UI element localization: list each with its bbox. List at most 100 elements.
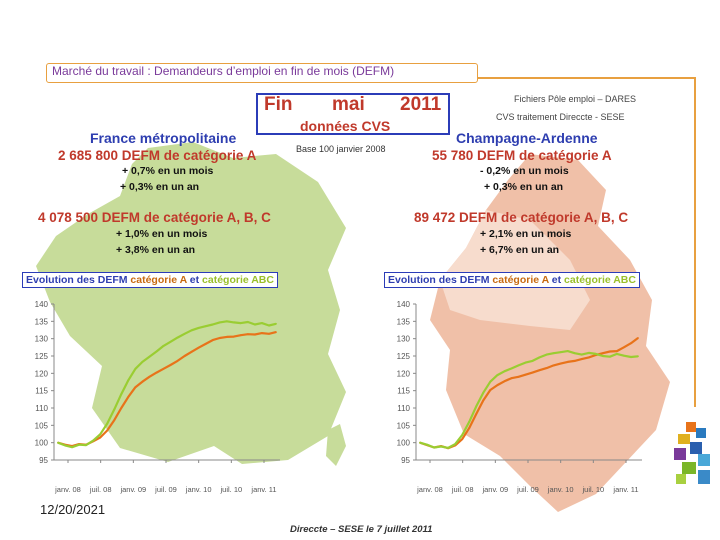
france-cat-abc-year: + 3,8% en un an bbox=[116, 244, 196, 256]
data-point bbox=[538, 369, 541, 372]
data-point bbox=[141, 380, 144, 383]
data-point bbox=[419, 441, 421, 444]
data-point bbox=[637, 355, 639, 358]
data-point bbox=[573, 352, 576, 355]
data-point bbox=[268, 332, 270, 335]
data-point bbox=[127, 396, 130, 398]
france-cat-a: 2 685 800 DEFM de catégorie A bbox=[58, 148, 257, 163]
y-tick-label: 135 bbox=[35, 317, 49, 326]
data-point bbox=[183, 332, 186, 335]
data-point bbox=[609, 355, 611, 358]
region-logo-icon bbox=[674, 422, 710, 484]
y-tick-label: 105 bbox=[35, 421, 49, 430]
x-tick-label: janv. 09 bbox=[481, 485, 508, 494]
y-tick-label: 140 bbox=[397, 300, 411, 309]
data-point bbox=[482, 399, 485, 402]
data-point bbox=[155, 371, 158, 374]
data-point bbox=[190, 329, 193, 332]
data-point bbox=[211, 323, 214, 326]
data-point bbox=[254, 333, 256, 336]
data-point bbox=[630, 356, 632, 358]
data-point bbox=[559, 351, 562, 354]
data-point bbox=[601, 352, 604, 355]
data-point bbox=[99, 436, 102, 439]
data-point bbox=[587, 356, 590, 359]
data-point bbox=[120, 393, 123, 395]
data-point bbox=[489, 389, 492, 391]
data-point bbox=[275, 331, 277, 333]
data-point bbox=[232, 335, 235, 338]
data-point bbox=[461, 438, 464, 441]
data-point bbox=[261, 322, 263, 324]
data-point bbox=[247, 321, 249, 323]
x-tick-label: juil. 09 bbox=[516, 485, 539, 494]
y-tick-label: 130 bbox=[35, 335, 49, 344]
data-point bbox=[247, 333, 249, 336]
data-point bbox=[559, 362, 562, 365]
data-point bbox=[85, 444, 87, 446]
data-point bbox=[426, 443, 428, 446]
france-cat-abc-month: + 1,0% en un mois bbox=[116, 228, 208, 240]
ca-cat-abc-year: + 6,7% en un an bbox=[480, 244, 560, 256]
data-point bbox=[204, 343, 207, 345]
x-tick-label: janv. 11 bbox=[250, 485, 276, 494]
data-point bbox=[64, 444, 66, 447]
data-point bbox=[503, 370, 506, 373]
data-point bbox=[176, 336, 179, 339]
x-tick-label: janv. 11 bbox=[612, 485, 638, 494]
y-tick-label: 125 bbox=[397, 352, 411, 361]
y-tick-label: 115 bbox=[35, 387, 48, 396]
source-line-1: Fichiers Pôle emploi – DARES bbox=[514, 94, 637, 104]
data-point bbox=[489, 380, 492, 383]
period-month: mai bbox=[332, 94, 365, 115]
period-cvs: données CVS bbox=[300, 118, 391, 134]
data-point bbox=[204, 325, 207, 328]
data-point bbox=[78, 443, 80, 446]
data-point bbox=[566, 350, 569, 352]
data-point bbox=[148, 375, 151, 378]
data-point bbox=[92, 439, 95, 442]
y-tick-label: 110 bbox=[35, 404, 48, 413]
source-line-2: CVS traitement Direccte - SESE bbox=[496, 112, 625, 122]
y-tick-label: 120 bbox=[35, 369, 49, 378]
y-tick-label: 130 bbox=[397, 335, 411, 344]
data-point bbox=[141, 361, 144, 363]
x-tick-label: juil. 09 bbox=[154, 485, 177, 494]
data-point bbox=[232, 321, 235, 324]
data-point bbox=[601, 355, 604, 357]
data-point bbox=[99, 433, 102, 436]
ca-evolution-chart: 95 100 105 110 115 120 125 130 135 140 janv. 08 jui… bbox=[397, 300, 642, 494]
ca-cat-a-month: - 0,2% en un mois bbox=[480, 165, 569, 177]
data-point bbox=[197, 327, 200, 329]
data-point bbox=[218, 337, 221, 339]
france-cat-abc: 4 078 500 DEFM de catégorie A, B, C bbox=[38, 210, 271, 225]
data-point bbox=[616, 353, 618, 355]
x-tick-label: janv. 10 bbox=[185, 485, 212, 494]
y-tick-label: 115 bbox=[397, 387, 410, 396]
data-point bbox=[468, 421, 471, 423]
france-evolution-chart: 95 100 105 110 115 120 125 130 135 140 janv. 08 jui… bbox=[35, 300, 280, 494]
data-point bbox=[169, 364, 172, 366]
legend-and: et bbox=[186, 274, 203, 286]
data-point bbox=[155, 350, 158, 353]
data-point bbox=[120, 407, 123, 409]
data-point bbox=[609, 350, 611, 353]
data-point bbox=[517, 364, 520, 367]
base-label: Base 100 janvier 2008 bbox=[296, 144, 386, 154]
series-line-cat-abc bbox=[419, 349, 639, 449]
legend-prefix: Evolution des DEFM bbox=[26, 274, 131, 286]
data-point bbox=[552, 352, 555, 355]
data-point bbox=[190, 350, 193, 353]
y-tick-label: 140 bbox=[35, 300, 49, 309]
data-point bbox=[148, 355, 151, 358]
ca-cat-a: 55 780 DEFM de catégorie A bbox=[432, 148, 612, 163]
ca-cat-abc: 89 472 DEFM de catégorie A, B, C bbox=[414, 210, 629, 225]
legend-cat-a: catégorie A bbox=[492, 274, 549, 286]
france-cat-a-month: + 0,7% en un mois bbox=[122, 165, 214, 177]
data-point bbox=[134, 367, 137, 370]
data-point bbox=[531, 360, 534, 362]
data-point bbox=[239, 322, 242, 324]
data-point bbox=[197, 346, 200, 349]
data-point bbox=[275, 322, 277, 325]
series-line-cat-abc bbox=[57, 320, 277, 449]
